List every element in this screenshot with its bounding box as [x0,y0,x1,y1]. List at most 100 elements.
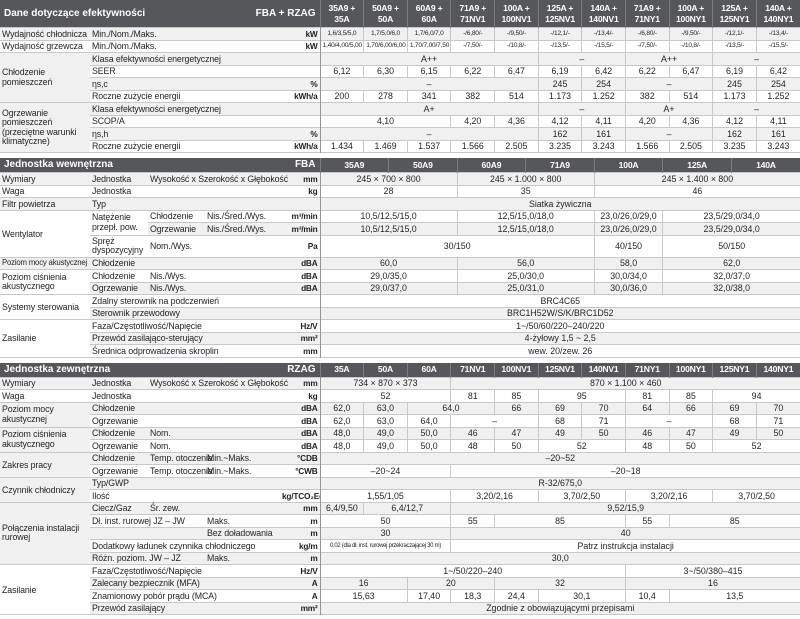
unit-cell: mm [280,172,321,185]
value-cell: 66 [668,401,713,415]
value-cell: 29,0/37,0 [319,281,458,295]
value-cell: Zgodnie z obowiązującymi przepisami [319,601,800,615]
value-cell: 0,02 (dla dł. inst. rurowej przekraczają… [319,539,451,552]
value-cell: 50,0 [406,426,451,440]
value-cell: 70 [755,401,800,415]
column-header: 140A +140NY1 [755,0,800,28]
value-cell: 870 × 1.100 × 460 [450,376,800,390]
value-cell: 6,30 [363,64,408,78]
value-cell: 3,20/2,16 [624,489,713,502]
value-cell: 63,0 [363,414,408,427]
value-cell: 48,0 [319,426,364,440]
value-cell: – [537,102,626,115]
value-cell: A++ [319,52,539,65]
value-cell: 341 [406,89,451,103]
section-model-code: FBA [294,159,316,170]
row-label: Min.~Maks. [205,451,280,465]
efficiency-table: Dane dotyczące efektywności FBA + RZAG 35A… [0,0,800,153]
value-cell: 4,20 [624,114,670,128]
unit-cell: dBA [280,401,321,415]
row-label: Filtr powietrza [0,197,90,210]
value-cell: 50 [581,426,626,440]
value-cell: 50/150 [662,234,800,257]
value-cell: 6,4/9,50 [319,501,364,515]
value-cell: 245 × 700 × 800 [319,172,458,185]
row-label: Maks. [205,514,280,527]
unit-cell [280,306,321,320]
value-cell: 6,19 [537,64,582,78]
value-cell: 6,42 [581,64,626,78]
row-label: Sterownik przewodowy [90,306,280,320]
row-label: Zakres pracy [0,451,90,477]
value-cell: -/13,4/- [755,27,800,40]
value-cell: 3.243 [755,139,800,153]
value-cell: 10,5/12,5/15,0 [319,222,458,235]
value-cell: 3.243 [581,139,626,153]
row-label: Waga [0,184,90,198]
value-cell: 62,0 [319,414,364,427]
value-cell: 48,0 [319,439,364,452]
unit-cell: Pa [280,234,321,257]
unit-cell: Hz/V [280,564,321,577]
value-cell: 4-żyłowy 1,5 ~ 2,5 [319,331,800,345]
value-cell: 4,36 [494,114,539,128]
column-header: 35A9 [319,158,389,173]
value-cell: BRC1H52W/S/K/BRC1D52 [319,306,800,320]
value-cell: 46 [593,184,800,198]
unit-cell [280,197,321,210]
value-cell: 1,70/6,00/6,00 [363,39,408,53]
value-cell: 49,0 [363,426,408,440]
value-cell: 6,4/12,7 [363,501,451,515]
unit-cell: m [280,514,321,527]
row-label: Poziom mocy akustycznej [0,401,90,427]
value-cell: 17,40 [406,589,451,602]
value-cell: 40 [450,526,800,540]
value-cell: 30 [319,526,451,540]
value-cell: wew. 20/zew. 26 [319,344,800,357]
value-cell: 245 [712,77,757,90]
value-cell: BRC4C65 [319,294,800,307]
row-label: Roczne zużycie energii [90,139,280,153]
row-label: Ogrzewanie [90,439,148,452]
value-cell: 23,5/29,0/34,0 [662,222,800,235]
value-cell: 1~/50/220–240 [319,564,626,577]
value-cell: 50,0 [406,439,451,452]
value-cell: –20~52 [319,451,800,465]
value-cell: -/10,8/- [668,39,713,53]
value-cell: 1.252 [581,89,626,103]
row-label: Różn. poziom. JW – JZ [90,551,205,565]
section-header: Jednostka wewnętrzna FBA [0,158,321,173]
row-label: Ciecz/Gaz [90,501,148,515]
value-cell: 64 [624,401,670,415]
value-cell: 55 [450,514,495,527]
row-label: Nom./Wys. [148,234,280,257]
value-cell: 514 [494,89,539,103]
row-label: Klasa efektywności energetycznej [90,102,280,115]
value-cell: – [537,52,626,65]
value-cell: A+ [319,102,539,115]
unit-cell: kg/m [280,539,321,552]
value-cell: 2.505 [494,139,539,153]
row-label: Chłodzenie [90,269,148,282]
row-label: ηs,h [90,127,280,140]
unit-cell: Hz/V [280,319,321,332]
column-header: 50A9 +50A [363,0,408,28]
value-cell: -/6,80/- [450,27,495,40]
unit-cell [280,64,321,78]
value-cell: 4,11 [755,114,800,128]
value-cell: 12,5/15,0/18,0 [456,222,595,235]
value-cell: 32 [494,576,626,590]
value-cell: 58,0 [593,256,663,270]
row-label: Nis./Śred./Wys. [205,209,280,223]
value-cell: A+ [624,102,713,115]
value-cell: 6,19 [712,64,757,78]
value-cell: 4,20 [450,114,495,128]
value-cell: 63,0 [363,401,408,415]
value-cell: 1.566 [624,139,670,153]
value-cell: – [712,52,800,65]
value-cell: 47 [494,426,539,440]
unit-cell: m [280,551,321,565]
value-cell: 16 [319,576,408,590]
value-cell: 68 [712,414,757,427]
value-cell: 40/150 [593,234,663,257]
